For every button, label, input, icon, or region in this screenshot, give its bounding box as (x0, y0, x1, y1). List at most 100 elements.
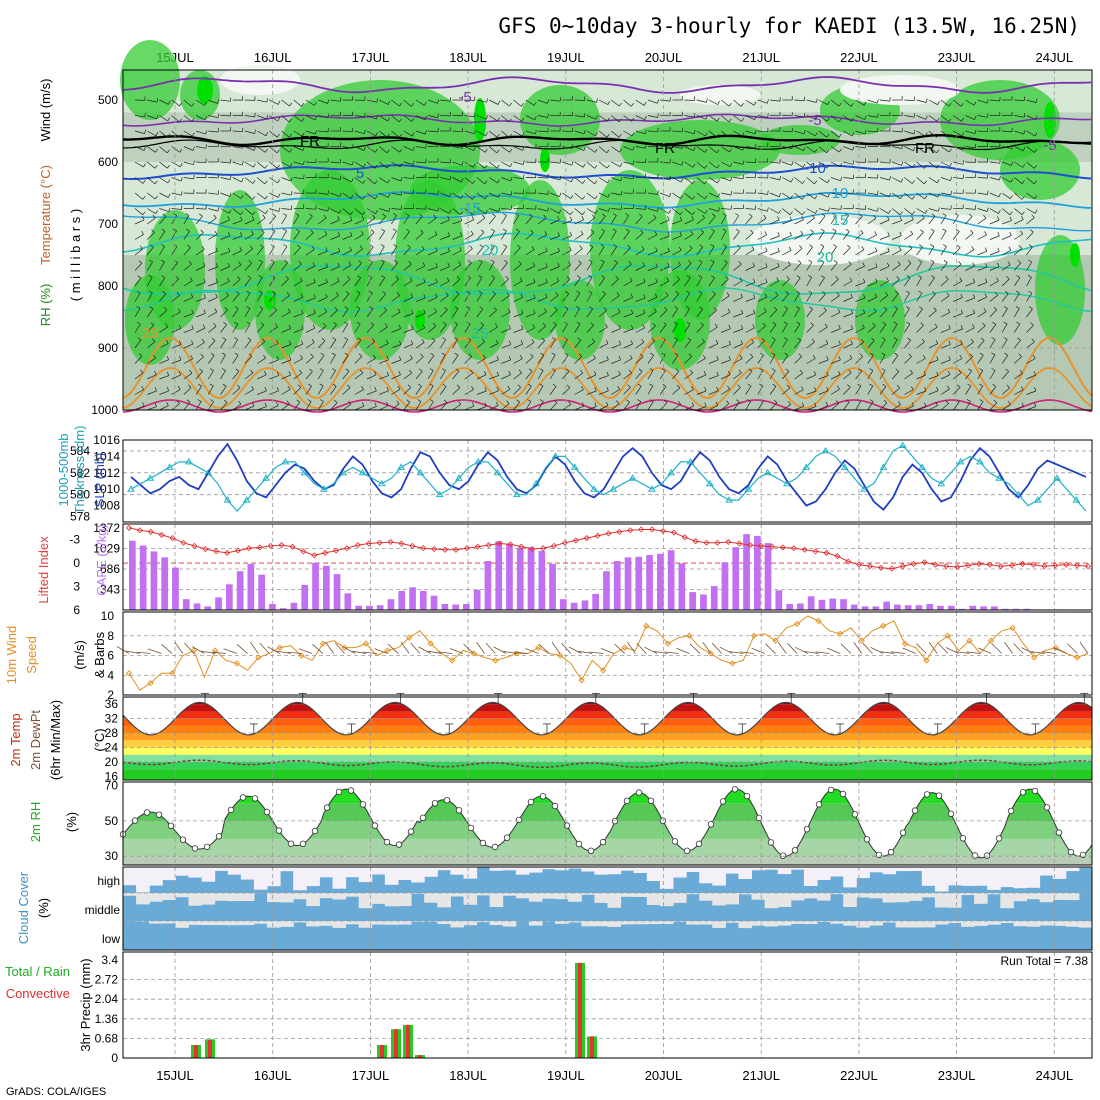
wind-barb-flag (301, 132, 305, 137)
wind-barb (330, 386, 337, 395)
wind-barb-flag (913, 146, 916, 151)
wind-barb (977, 340, 985, 349)
cloud-cover-cell (659, 921, 674, 924)
cape-bar (473, 589, 481, 610)
wind-barb-10m (503, 650, 517, 654)
wind-barb (965, 115, 975, 120)
wind-barb-flag (797, 260, 802, 264)
wind-barb (928, 192, 939, 198)
wind-barb (391, 130, 400, 138)
cloud-cover-cell (345, 893, 360, 897)
bottom-date-axis: 15JUL 16JUL 17JUL 18JUL 19JUL 20JUL 21JUL 22JUL… (156, 1068, 1073, 1083)
wind-barb-flag (530, 353, 534, 358)
thickness-marker (628, 474, 637, 481)
rh-bands (123, 789, 1092, 865)
wind-barb (611, 177, 621, 182)
wind-barb-flag (347, 276, 351, 280)
wind-barb-flag (881, 352, 886, 356)
wind-barb-flag (313, 278, 316, 283)
wind-barb-flag (676, 276, 680, 280)
wind-barb (366, 292, 373, 302)
panel-frames (122, 69, 1093, 1059)
wind-barb-flag (871, 337, 875, 341)
axis-tick-label: 1000 (91, 403, 118, 417)
lifted-marker (921, 559, 928, 566)
lifted-marker (322, 549, 329, 556)
wind-barb-10m (259, 642, 270, 654)
wind-barb-flag (686, 275, 691, 279)
wind-barb (782, 404, 791, 411)
wind-barb (623, 313, 634, 318)
wind-barb-flag (248, 353, 253, 357)
wind-barb (549, 402, 558, 411)
rh-marker (1043, 804, 1051, 811)
wind-barb (428, 115, 438, 118)
rh-tick: 50 (105, 814, 119, 828)
lifted-marker (681, 534, 688, 541)
wind-barb-flag (399, 148, 403, 153)
cloud-cover-cell (306, 867, 320, 887)
wind-barb (830, 295, 840, 302)
wind-barb-flag (982, 322, 986, 327)
wind-barb (244, 323, 251, 333)
rh-marker (911, 807, 919, 814)
cape-bar (635, 556, 643, 610)
wind-barb-flag (816, 98, 818, 103)
wind-barb-10m (342, 646, 356, 654)
wind-barb (403, 247, 411, 256)
wind-barb-flag (411, 117, 415, 122)
wind-barb-flag (552, 383, 557, 387)
wind-barb-flag (861, 246, 865, 250)
wind-barb (708, 277, 715, 287)
wind-barb-flag (468, 353, 473, 357)
wind-barb (281, 215, 288, 225)
wind-barb-flag (821, 275, 825, 279)
wind-barb (1001, 387, 1010, 395)
wind-barb (647, 401, 654, 411)
cloud-cover-cell (594, 921, 608, 927)
wind-barb-flag (309, 213, 313, 217)
wind-barb-flag (400, 177, 403, 182)
wind-barb (293, 215, 300, 225)
wind-barb-flag (717, 193, 720, 198)
wind-barb (904, 292, 910, 302)
wind-barb (684, 192, 693, 200)
wind-barb (611, 208, 622, 210)
wind-barb (220, 402, 228, 411)
wind-barb-flag (203, 309, 206, 314)
wind-barb-flag (906, 275, 911, 279)
wind-barb (965, 312, 975, 318)
wind-barb (647, 325, 656, 333)
wind-barb-flag (386, 355, 389, 360)
wind-barb (183, 146, 194, 151)
wind-barb (672, 293, 679, 302)
wind-barb (1001, 371, 1009, 380)
wind-barb-flag (276, 371, 280, 376)
wind-barb (843, 401, 850, 411)
wind-barb-flag (861, 338, 864, 343)
wind-barb (403, 215, 410, 225)
wind-barb-flag (265, 132, 269, 136)
wind-barb-flag (1021, 180, 1025, 184)
wind-barb (208, 99, 218, 104)
wind-barb-flag (787, 261, 791, 266)
wind-barb (537, 192, 548, 195)
credit-text: GrADS: COLA/IGES (6, 1086, 106, 1098)
wind-barb (342, 177, 352, 183)
wind-barb (476, 277, 483, 287)
wind-barb (904, 339, 911, 349)
wind-barb-flag (920, 229, 924, 233)
wind-barb (562, 371, 570, 380)
cloud-cover-cell (581, 893, 595, 895)
wind-barb (867, 385, 874, 395)
wind-barb (916, 161, 925, 169)
wind-barb-flag (789, 211, 793, 216)
cloud-cover-cell (790, 893, 805, 901)
wind-barb (965, 208, 976, 210)
wind-barb (403, 387, 412, 395)
wind-barb-10m (955, 651, 970, 654)
wind-barb (916, 341, 925, 349)
wind-barb (843, 328, 853, 333)
temp-band (123, 762, 1092, 770)
wind-barb (537, 355, 545, 364)
